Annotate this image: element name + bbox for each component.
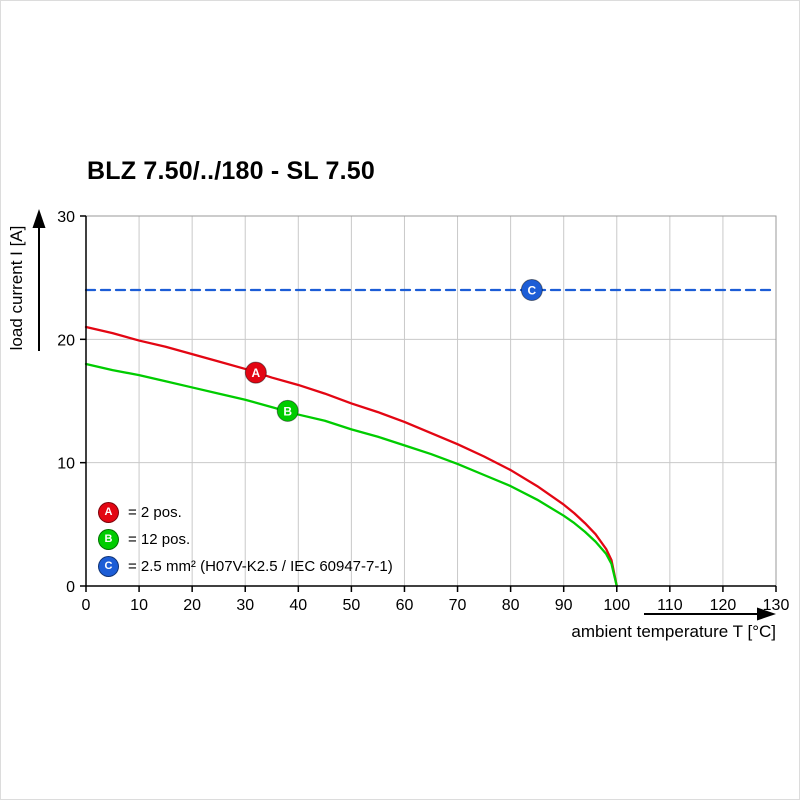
x-tick-label: 100 [603,597,630,614]
marker-C-icon [520,279,543,301]
x-tick-label: 90 [555,597,573,614]
legend-label-c: = 2.5 mm² (H07V-K2.5 / IEC 60947-7-1) [128,557,393,575]
legend-item-a: A = 2 pos. [98,501,393,523]
legend-marker-c-icon: C [98,555,119,577]
x-axis-arrowhead-icon [757,607,776,621]
legend-label-a: = 2 pos. [128,503,182,521]
x-tick-label: 20 [183,597,201,614]
y-tick-label: 0 [66,579,75,596]
marker-B-letter: B [283,404,292,418]
legend-item-c: C = 2.5 mm² (H07V-K2.5 / IEC 60947-7-1) [98,555,393,577]
x-tick-label: 60 [396,597,414,614]
curve-B [84,362,618,588]
y-tick-label: 20 [57,332,75,349]
x-tick-label: 120 [710,597,737,614]
curve-A [84,325,618,588]
legend-marker-b-icon: B [98,528,119,550]
y-tick-label: 10 [57,456,75,473]
legend-label-b: = 12 pos. [128,530,191,548]
marker-A-letter: A [252,366,261,380]
x-tick-label: 40 [289,597,307,614]
x-tick-label: 130 [763,597,790,614]
marker-C-letter: C [528,284,537,298]
legend-item-b: B = 12 pos. [98,528,393,550]
marker-A-icon [244,361,267,384]
x-axis-label: ambient temperature T [°C] [571,622,776,641]
marker-B-icon [276,399,299,422]
x-tick-label: 0 [82,597,91,614]
chart-title: BLZ 7.50/../180 - SL 7.50 [87,157,376,185]
chart-legend: A = 2 pos. B = 12 pos. C = 2.5 mm² (H07V… [98,501,393,577]
x-tick-label: 50 [342,597,360,614]
x-tick-label: 70 [449,597,467,614]
x-tick-label: 80 [502,597,520,614]
legend-marker-a-icon: A [98,501,119,523]
x-tick-label: 30 [236,597,254,614]
y-axis-label: load current I [A] [7,226,26,351]
y-tick-label: 30 [57,209,75,226]
x-tick-label: 110 [657,597,683,614]
y-axis-arrowhead-icon [32,209,46,228]
x-tick-label: 10 [130,597,148,614]
chart-generated: 0 10 20 30 40 50 60 70 80 90 100 110 120 1300102030AB… [32,209,790,621]
